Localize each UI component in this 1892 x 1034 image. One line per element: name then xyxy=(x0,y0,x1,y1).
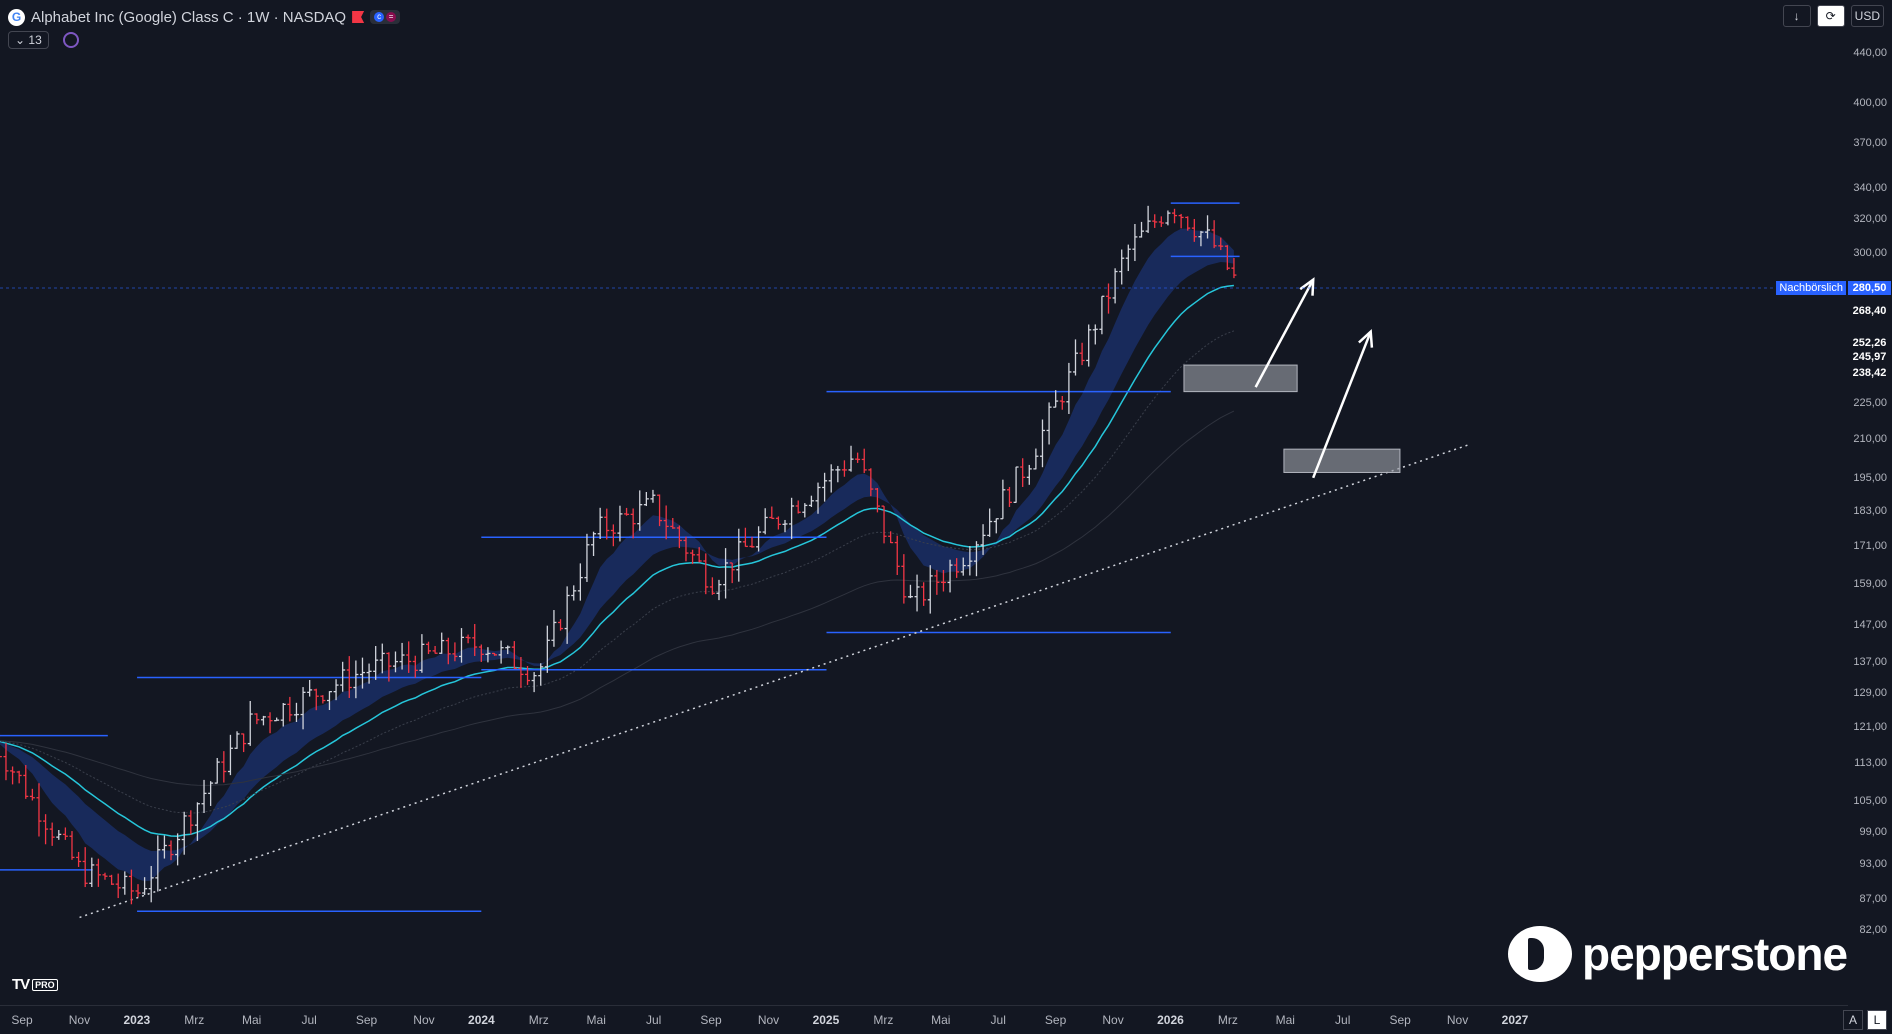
time-tick: Jul xyxy=(645,1013,662,1027)
time-tick: Nov xyxy=(68,1013,91,1027)
time-tick: 2024 xyxy=(468,1013,495,1027)
time-tick: Mrz xyxy=(184,1013,205,1027)
zone-0 xyxy=(1183,364,1298,393)
indicator-count: 13 xyxy=(28,33,42,47)
time-tick: Nov xyxy=(1446,1013,1469,1027)
currency-button[interactable]: USD xyxy=(1850,5,1884,27)
chart-header: G Alphabet Inc (Google) Class C · 1W · N… xyxy=(8,6,401,28)
ema-line xyxy=(0,284,1234,837)
time-tick: 2026 xyxy=(1157,1013,1184,1027)
price-tick: 113,00 xyxy=(1854,756,1887,769)
price-tick: 225,00 xyxy=(1853,397,1887,410)
price-tick: 370,00 xyxy=(1853,137,1887,150)
price-label: 252,26 xyxy=(1848,336,1891,351)
time-tick: Mai xyxy=(931,1013,951,1027)
price-tick: 159,00 xyxy=(1853,578,1887,591)
zone-1 xyxy=(1283,448,1401,473)
indicator-settings-icon[interactable] xyxy=(62,32,79,48)
sync-button[interactable]: ⟳ xyxy=(1816,5,1845,27)
price-tick: 129,00 xyxy=(1853,687,1887,700)
pro-badge: PRO xyxy=(32,978,58,991)
pepperstone-wordmark: pepperstone xyxy=(1582,928,1848,980)
price-tick: 87,00 xyxy=(1859,893,1887,906)
auto-scale-button[interactable]: A xyxy=(1843,1010,1863,1030)
price-axis[interactable]: 440,00 400,00 370,00 340,00 320,00 300,00 225,… xyxy=(1848,0,1892,1005)
price-tick: 171,00 xyxy=(1853,540,1887,553)
tradingview-logo: TV PRO xyxy=(12,976,58,993)
projection-arrow-1 xyxy=(1312,331,1372,479)
price-label: 245,97 xyxy=(1848,349,1891,364)
time-tick: 2025 xyxy=(812,1013,840,1027)
price-tick: 195,00 xyxy=(1853,471,1887,484)
price-tick: 93,00 xyxy=(1859,858,1887,871)
time-tick: Mrz xyxy=(873,1013,894,1027)
price-tick: 210,00 xyxy=(1853,433,1887,446)
price-label: 268,40 xyxy=(1848,304,1891,319)
price-label: 280,50 xyxy=(1848,281,1891,295)
scale-controls: A L xyxy=(1843,1010,1887,1030)
price-tick: 300,00 xyxy=(1853,246,1887,259)
top-right-toolbar: ↓ ⟳ USD xyxy=(1782,5,1884,27)
price-tick: 320,00 xyxy=(1853,213,1887,226)
time-tick: Mrz xyxy=(1217,1013,1238,1027)
pepperstone-logo: pepperstone xyxy=(1508,926,1848,982)
afterhours-tag: Nachbörslich xyxy=(1776,281,1846,295)
price-tick: 121,00 xyxy=(1853,720,1887,733)
price-tick: 340,00 xyxy=(1853,181,1887,194)
download-button[interactable]: ↓ xyxy=(1782,5,1811,27)
pepperstone-mark-icon xyxy=(1508,926,1572,982)
time-tick: Sep xyxy=(1044,1013,1067,1027)
price-tick: 183,00 xyxy=(1853,504,1887,517)
ema-band xyxy=(0,228,1234,882)
log-scale-button[interactable]: L xyxy=(1867,1010,1887,1030)
time-tick: Jul xyxy=(301,1013,317,1027)
price-tick: 440,00 xyxy=(1853,47,1887,59)
time-tick: Nov xyxy=(1102,1013,1124,1027)
flag-icon[interactable] xyxy=(352,11,365,23)
time-tick: Sep xyxy=(11,1013,33,1027)
price-tick: 105,00 xyxy=(1853,794,1887,807)
time-tick: Sep xyxy=(700,1013,722,1027)
projection-arrowhead-1 xyxy=(1358,329,1374,348)
status-pills[interactable]: c = xyxy=(370,10,401,24)
price-chart[interactable] xyxy=(0,0,1848,1005)
price-tick: 82,00 xyxy=(1859,924,1887,936)
time-tick: Sep xyxy=(1389,1013,1411,1027)
google-logo-icon[interactable]: G xyxy=(8,8,25,26)
price-label: 238,42 xyxy=(1848,365,1891,380)
projection-arrow-0 xyxy=(1254,279,1315,388)
time-tick: Sep xyxy=(355,1013,378,1027)
indicators-toggle-button[interactable]: ⌄ 13 xyxy=(8,31,49,49)
currency-pill-icon: c xyxy=(374,12,385,22)
time-tick: Mai xyxy=(586,1013,606,1027)
price-tick: 400,00 xyxy=(1853,96,1887,109)
time-tick: Mrz xyxy=(528,1013,549,1027)
price-tick: 147,00 xyxy=(1853,619,1887,632)
projection-arrowhead-0 xyxy=(1299,277,1315,296)
symbol-title[interactable]: Alphabet Inc (Google) Class C · 1W · NAS… xyxy=(31,8,347,26)
tradingview-mark: TV xyxy=(12,976,30,993)
time-tick: Nov xyxy=(757,1013,780,1027)
time-tick: Jul xyxy=(1335,1013,1351,1027)
time-tick: Jul xyxy=(990,1013,1006,1027)
time-tick: 2023 xyxy=(123,1013,151,1027)
price-tick: 137,00 xyxy=(1853,656,1887,669)
time-tick: Nov xyxy=(413,1013,435,1027)
time-tick: Mai xyxy=(242,1013,262,1027)
indicator-row: ⌄ 13 xyxy=(8,31,79,49)
sma-line-long xyxy=(0,410,1235,786)
time-axis[interactable]: Sep Nov 2023 Mrz Mai Jul Sep Nov 2024 Mrz Mai Jul Se… xyxy=(0,1005,1848,1034)
price-tick: 99,00 xyxy=(1859,825,1887,838)
time-tick: Mai xyxy=(1275,1013,1295,1027)
time-tick: 2027 xyxy=(1501,1013,1529,1027)
trendline xyxy=(79,443,1471,919)
equal-pill-icon: = xyxy=(386,12,397,22)
